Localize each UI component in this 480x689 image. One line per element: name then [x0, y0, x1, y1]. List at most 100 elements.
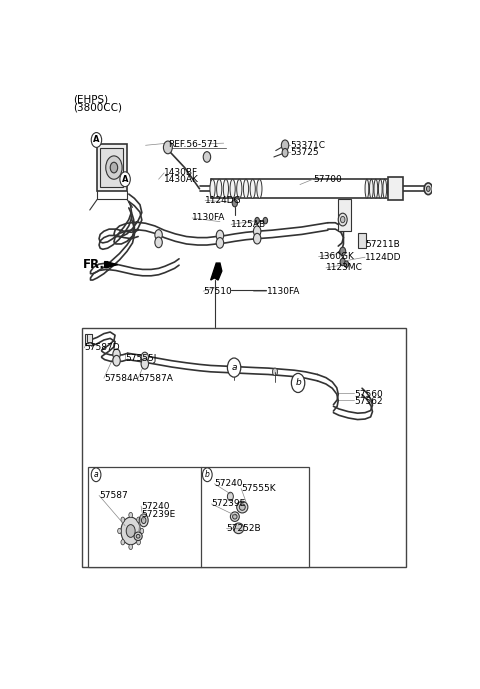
Ellipse shape	[223, 179, 228, 198]
Ellipse shape	[370, 179, 373, 198]
Circle shape	[129, 513, 132, 517]
Circle shape	[126, 524, 135, 537]
Bar	[100, 148, 123, 187]
Circle shape	[231, 365, 237, 372]
Circle shape	[424, 183, 432, 194]
Ellipse shape	[392, 179, 396, 198]
Bar	[388, 177, 403, 200]
Text: 57587A: 57587A	[138, 374, 173, 383]
Circle shape	[141, 358, 148, 369]
Circle shape	[129, 544, 132, 550]
Text: 57584A: 57584A	[104, 374, 139, 383]
Circle shape	[121, 517, 140, 545]
Circle shape	[91, 132, 102, 147]
Text: 57555J: 57555J	[125, 354, 156, 363]
Text: b: b	[295, 378, 301, 387]
Text: 1130FA: 1130FA	[192, 214, 226, 223]
Polygon shape	[105, 261, 118, 268]
Ellipse shape	[237, 502, 248, 513]
Circle shape	[163, 141, 172, 154]
Text: REF.56-571: REF.56-571	[168, 141, 218, 150]
Text: 57510: 57510	[203, 287, 232, 296]
Text: 1430BF: 1430BF	[164, 168, 198, 177]
Text: 57562: 57562	[354, 397, 383, 406]
Polygon shape	[211, 263, 222, 280]
Text: 1125AB: 1125AB	[231, 220, 266, 229]
Circle shape	[253, 226, 261, 236]
Text: 53725: 53725	[290, 147, 319, 156]
Text: 1360GK: 1360GK	[319, 252, 354, 261]
Ellipse shape	[134, 532, 142, 541]
Text: a: a	[94, 470, 98, 480]
Text: 1130FA: 1130FA	[266, 287, 300, 296]
Ellipse shape	[383, 179, 386, 198]
Ellipse shape	[243, 179, 249, 198]
Bar	[97, 144, 127, 192]
Ellipse shape	[257, 179, 262, 198]
Circle shape	[291, 373, 305, 393]
Text: 57555K: 57555K	[241, 484, 276, 493]
Circle shape	[118, 528, 121, 533]
Ellipse shape	[374, 179, 378, 198]
Text: 1123MC: 1123MC	[326, 263, 363, 272]
Circle shape	[340, 216, 345, 223]
Ellipse shape	[233, 523, 244, 533]
Circle shape	[141, 352, 148, 363]
Circle shape	[155, 229, 162, 240]
Circle shape	[232, 199, 238, 207]
Text: 57211B: 57211B	[365, 240, 400, 249]
Text: (EHPS): (EHPS)	[73, 94, 108, 104]
Circle shape	[253, 234, 261, 244]
Ellipse shape	[230, 512, 240, 522]
Ellipse shape	[387, 179, 391, 198]
Circle shape	[139, 514, 148, 526]
Bar	[87, 333, 92, 342]
Circle shape	[340, 258, 345, 266]
Circle shape	[121, 517, 125, 522]
Text: 57587D: 57587D	[84, 343, 120, 353]
Circle shape	[121, 539, 125, 545]
Ellipse shape	[250, 179, 255, 198]
Text: 1124DD: 1124DD	[365, 253, 402, 262]
Text: a: a	[231, 363, 237, 372]
Text: 1430AK: 1430AK	[164, 175, 199, 184]
Circle shape	[155, 237, 162, 247]
Text: A: A	[93, 136, 100, 145]
Text: FR.: FR.	[83, 258, 105, 271]
Circle shape	[91, 468, 101, 482]
Circle shape	[203, 468, 212, 482]
Circle shape	[228, 492, 233, 501]
Text: 53371C: 53371C	[290, 141, 325, 150]
Text: 57239E: 57239E	[211, 500, 246, 508]
Circle shape	[340, 247, 346, 256]
Circle shape	[106, 156, 122, 179]
Ellipse shape	[233, 514, 237, 519]
Text: 57240: 57240	[215, 480, 243, 489]
Text: 57240: 57240	[141, 502, 169, 511]
Bar	[88, 466, 309, 566]
Circle shape	[137, 517, 141, 522]
Bar	[85, 333, 92, 345]
Ellipse shape	[365, 179, 369, 198]
Circle shape	[255, 218, 259, 224]
Circle shape	[140, 528, 144, 533]
Circle shape	[113, 356, 120, 366]
Ellipse shape	[216, 179, 222, 198]
Bar	[338, 199, 351, 232]
Circle shape	[228, 358, 241, 377]
Ellipse shape	[378, 179, 382, 198]
Circle shape	[426, 186, 430, 192]
Circle shape	[282, 148, 288, 157]
Circle shape	[203, 152, 211, 162]
Circle shape	[142, 517, 146, 524]
Circle shape	[216, 238, 224, 248]
Text: (3800CC): (3800CC)	[73, 102, 122, 112]
Circle shape	[216, 230, 224, 240]
Circle shape	[110, 163, 118, 173]
Circle shape	[263, 218, 267, 224]
Text: 57560: 57560	[354, 389, 383, 399]
Text: 1124DG: 1124DG	[205, 196, 242, 205]
Bar	[83, 328, 406, 566]
Circle shape	[120, 172, 130, 187]
Circle shape	[344, 261, 348, 267]
